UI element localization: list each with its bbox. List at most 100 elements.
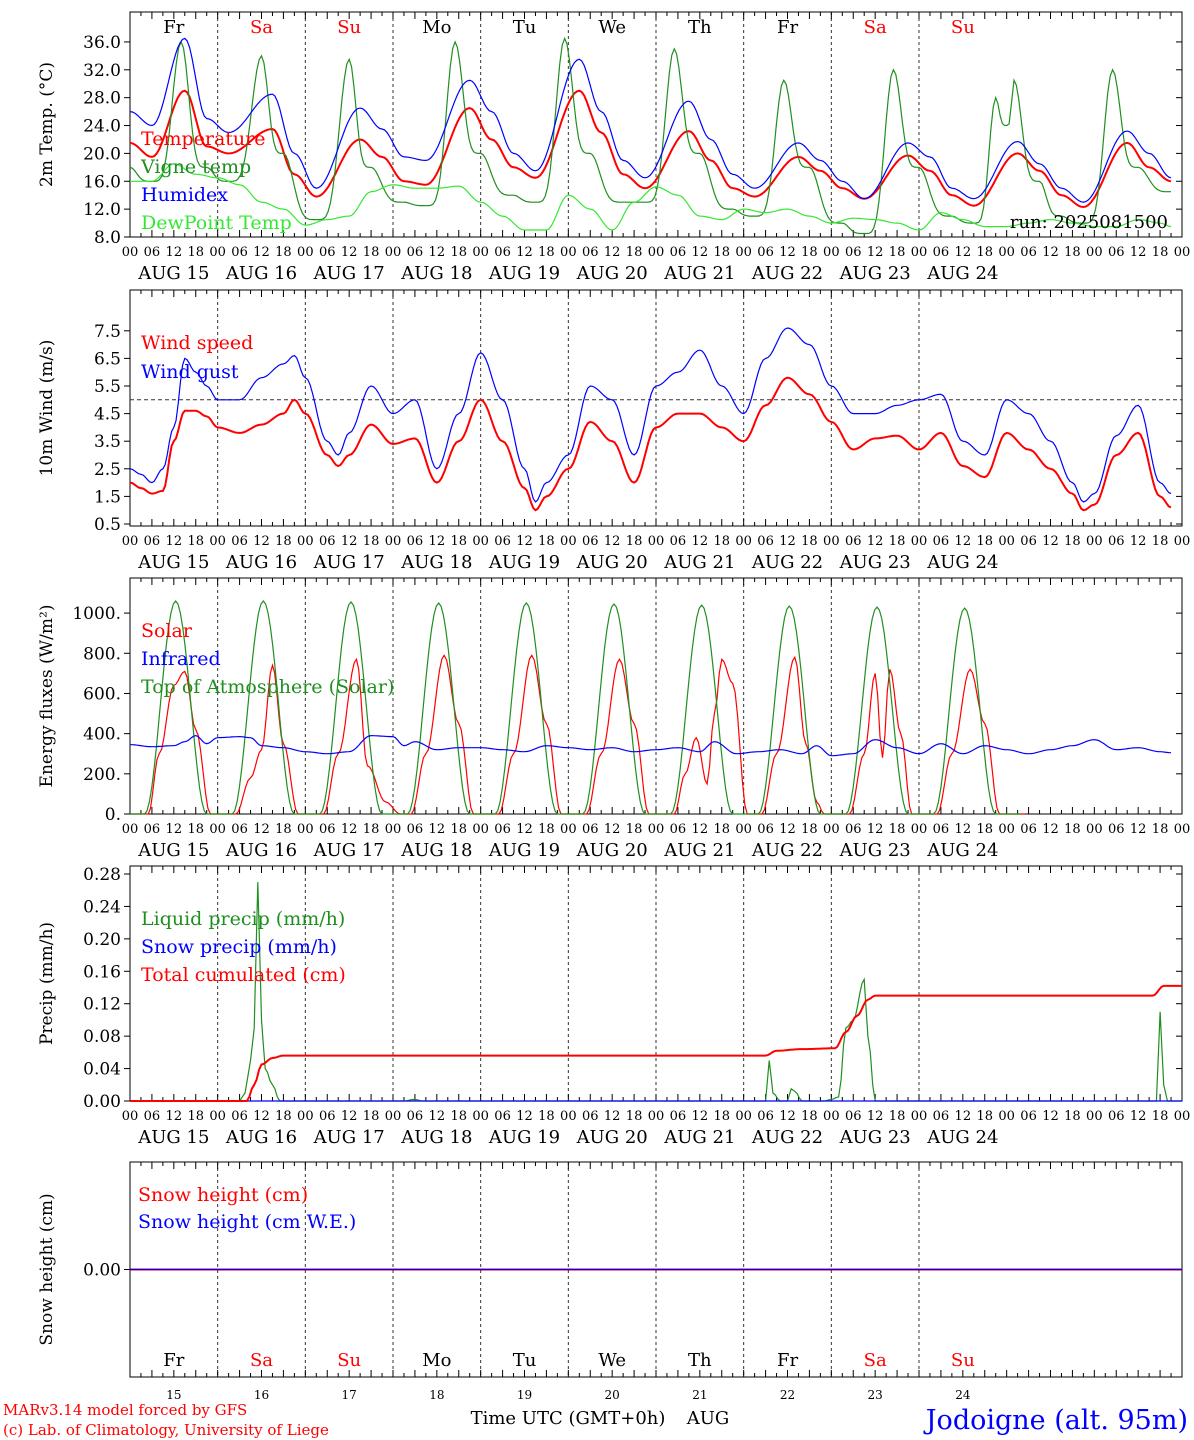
date-label: AUG 16 (225, 552, 297, 573)
x-tick-label: 06 (231, 822, 248, 837)
x-tick-label: 00 (1174, 1109, 1191, 1124)
date-label: AUG 20 (576, 1127, 648, 1148)
x-tick-label: 18 (275, 245, 292, 260)
x-tick-label: 06 (670, 534, 687, 549)
x-tick-label: 00 (560, 534, 577, 549)
x-tick-label: 06 (757, 1109, 774, 1124)
x-tick-label: 12 (604, 534, 621, 549)
x-tick-label: 00 (122, 245, 139, 260)
x-tick-label: 12 (516, 1109, 533, 1124)
y-tick-label: 5.5 (94, 377, 121, 397)
x-tick-label: 12 (1042, 245, 1059, 260)
x-tick-label: 18 (976, 822, 993, 837)
x-tick-label: 18 (450, 534, 467, 549)
x-tick-label: 18 (1152, 822, 1169, 837)
y-axis-label: 10m Wind (m/s) (37, 340, 57, 477)
x-tick-label: 00 (1174, 245, 1191, 260)
day-name-label: Th (688, 17, 712, 38)
x-tick-label: 18 (1152, 534, 1169, 549)
x-tick-label: 06 (231, 534, 248, 549)
x-tick-label: 12 (341, 822, 358, 837)
date-label: AUG 24 (926, 263, 998, 284)
legend-entry: Snow height (cm) (138, 1184, 308, 1206)
x-tick-label: 06 (757, 534, 774, 549)
x-tick-label: 18 (187, 245, 204, 260)
x-tick-label: 12 (166, 1109, 183, 1124)
x-tick-label: 06 (1108, 534, 1125, 549)
y-tick-label: 4.5 (94, 405, 121, 425)
x-tick-label: 06 (933, 1109, 950, 1124)
x-tick-label: 00 (823, 822, 840, 837)
x-tick-label: 12 (253, 245, 270, 260)
x-tick-label: 00 (472, 245, 489, 260)
series-line-vigne-temp (129, 36, 1171, 235)
date-label: AUG 24 (926, 552, 998, 573)
y-tick-label: 1000. (72, 604, 121, 624)
x-tick-label: 00 (823, 1109, 840, 1124)
series-line-total-cumulated-cm (130, 984, 1182, 1102)
x-tick-label: 00 (385, 1109, 402, 1124)
x-tick-label: 00 (560, 1109, 577, 1124)
x-tick-label: 00 (1174, 822, 1191, 837)
x-tick-label: 00 (735, 822, 752, 837)
panel-3: 0. 200. 400. 600. 800. 1000. Energy fluxes (W/… (37, 577, 1191, 861)
date-label: AUG 19 (488, 552, 560, 573)
x-tick-label: 12 (955, 245, 972, 260)
x-tick-label: 06 (670, 822, 687, 837)
x-tick-label: 12 (955, 534, 972, 549)
date-label: AUG 17 (313, 840, 385, 861)
y-tick-label: 800. (83, 644, 121, 664)
date-label: AUG 17 (313, 1127, 385, 1148)
x-tick-label: 18 (363, 822, 380, 837)
y-tick-label: 0.04 (83, 1060, 121, 1080)
x-tick-label: 06 (144, 1109, 161, 1124)
x-tick-label: 00 (472, 534, 489, 549)
x-tick-label: 12 (429, 822, 446, 837)
day-name-label: Mo (422, 17, 451, 38)
x-tick-label: 06 (407, 245, 424, 260)
x-tick-label: 00 (1174, 534, 1191, 549)
date-label: AUG 24 (926, 1127, 998, 1148)
x-tick-label: 06 (407, 822, 424, 837)
date-label: AUG 19 (488, 1127, 560, 1148)
x-tick-label: 18 (801, 822, 818, 837)
x-tick-label: 18 (363, 1109, 380, 1124)
x-tick-label: 18 (801, 245, 818, 260)
x-tick-label: 18 (976, 1109, 993, 1124)
x-tick-label: 18 (450, 1109, 467, 1124)
day-name-label: Sa (864, 1350, 887, 1371)
x-tick-label: 18 (275, 822, 292, 837)
day-name-label: Su (337, 17, 361, 38)
date-label: AUG 20 (576, 840, 648, 861)
x-tick-label: 12 (779, 534, 796, 549)
date-label: AUG 22 (751, 1127, 823, 1148)
day-name-label: We (598, 17, 626, 38)
x-tick-label: 06 (933, 534, 950, 549)
x-tick-label: 00 (560, 822, 577, 837)
date-label: AUG 15 (137, 552, 209, 573)
legend-entry: Total cumulated (cm) (141, 964, 346, 986)
x-tick-label: 12 (1130, 1109, 1147, 1124)
x-tick-label: 18 (626, 822, 643, 837)
x-tick-label: 06 (144, 822, 161, 837)
x-tick-label: 00 (1086, 822, 1103, 837)
run-label: run: 2025081500 (1010, 212, 1168, 233)
x-tick-label: 00 (385, 534, 402, 549)
x-tick-label: 12 (867, 822, 884, 837)
x-tick-label: 06 (582, 1109, 599, 1124)
x-tick-label: 12 (955, 822, 972, 837)
x-tick-label: 06 (1108, 822, 1125, 837)
x-tick-label: 00 (998, 1109, 1015, 1124)
y-tick-label: 24.0 (83, 117, 121, 137)
date-label: AUG 24 (926, 840, 998, 861)
x-tick-label: 18 (976, 534, 993, 549)
legend-entry: Snow height (cm W.E.) (138, 1211, 356, 1233)
day-name-label: Fr (777, 17, 798, 38)
date-label: AUG 17 (313, 263, 385, 284)
x-tick-label: 00 (911, 822, 928, 837)
x-tick-label: 18 (889, 245, 906, 260)
legend-entry: Solar (141, 620, 193, 642)
x-tick-label: 06 (144, 534, 161, 549)
day-name-label: Fr (163, 1350, 184, 1371)
x-tick-label: 18 (275, 534, 292, 549)
